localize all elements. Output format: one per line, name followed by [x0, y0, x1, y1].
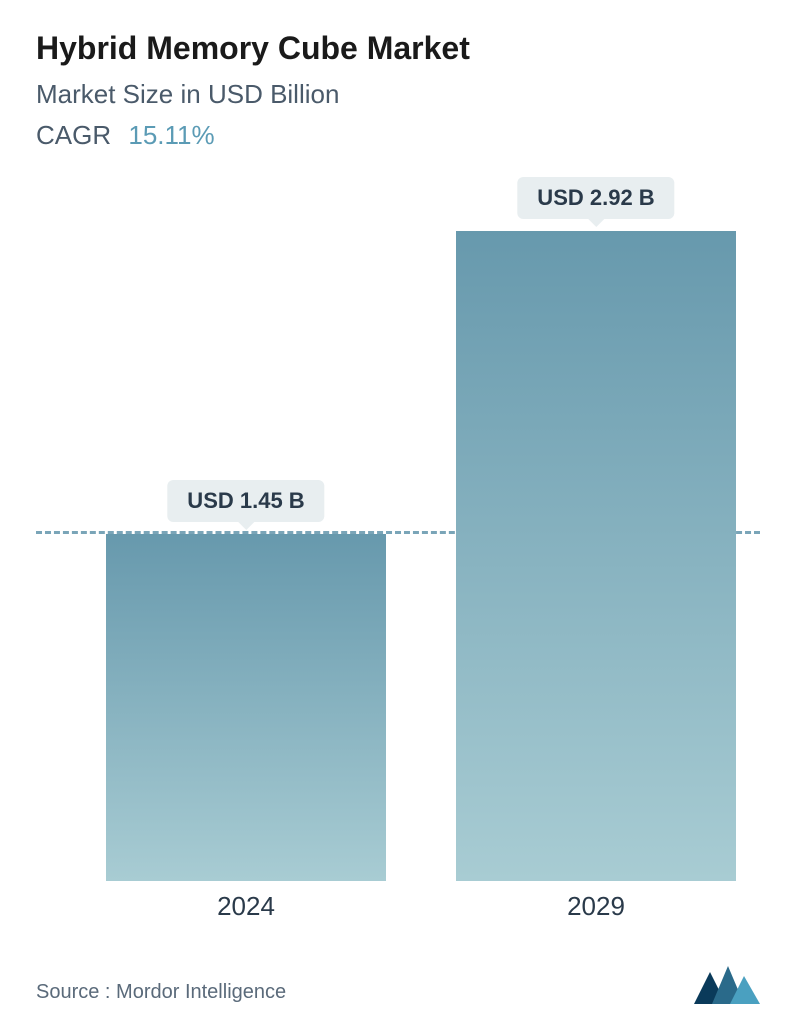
chart-area: USD 1.45 B USD 2.92 B 2024 2029 — [36, 181, 760, 881]
chart-footer: Source : Mordor Intelligence — [36, 964, 760, 1004]
x-axis-labels: 2024 2029 — [36, 891, 760, 931]
cagr-value: 15.11% — [128, 120, 214, 150]
bar-fill — [456, 231, 736, 881]
x-label-2029: 2029 — [567, 891, 625, 922]
chart-title: Hybrid Memory Cube Market — [36, 30, 760, 67]
bar-fill — [106, 534, 386, 881]
source-text: Source : Mordor Intelligence — [36, 981, 286, 1004]
chart-subtitle: Market Size in USD Billion — [36, 79, 760, 110]
mordor-logo-icon — [694, 964, 760, 1004]
value-badge-2029: USD 2.92 B — [517, 177, 674, 219]
x-label-2024: 2024 — [217, 891, 275, 922]
value-badge-2024: USD 1.45 B — [167, 480, 324, 522]
cagr-line: CAGR 15.11% — [36, 120, 760, 151]
bar-2024: USD 1.45 B — [106, 534, 386, 881]
bar-2029: USD 2.92 B — [456, 231, 736, 881]
cagr-label: CAGR — [36, 120, 111, 150]
